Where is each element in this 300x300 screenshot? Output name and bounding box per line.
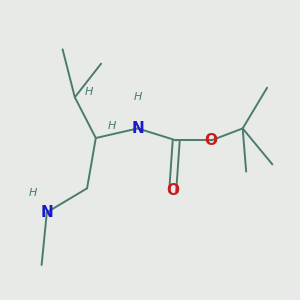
Text: H: H (29, 188, 37, 198)
Text: H: H (85, 88, 93, 98)
Text: H: H (107, 121, 116, 131)
Text: O: O (166, 183, 179, 198)
Text: N: N (131, 121, 144, 136)
Text: H: H (134, 92, 142, 102)
Text: N: N (40, 205, 53, 220)
Text: O: O (205, 133, 218, 148)
